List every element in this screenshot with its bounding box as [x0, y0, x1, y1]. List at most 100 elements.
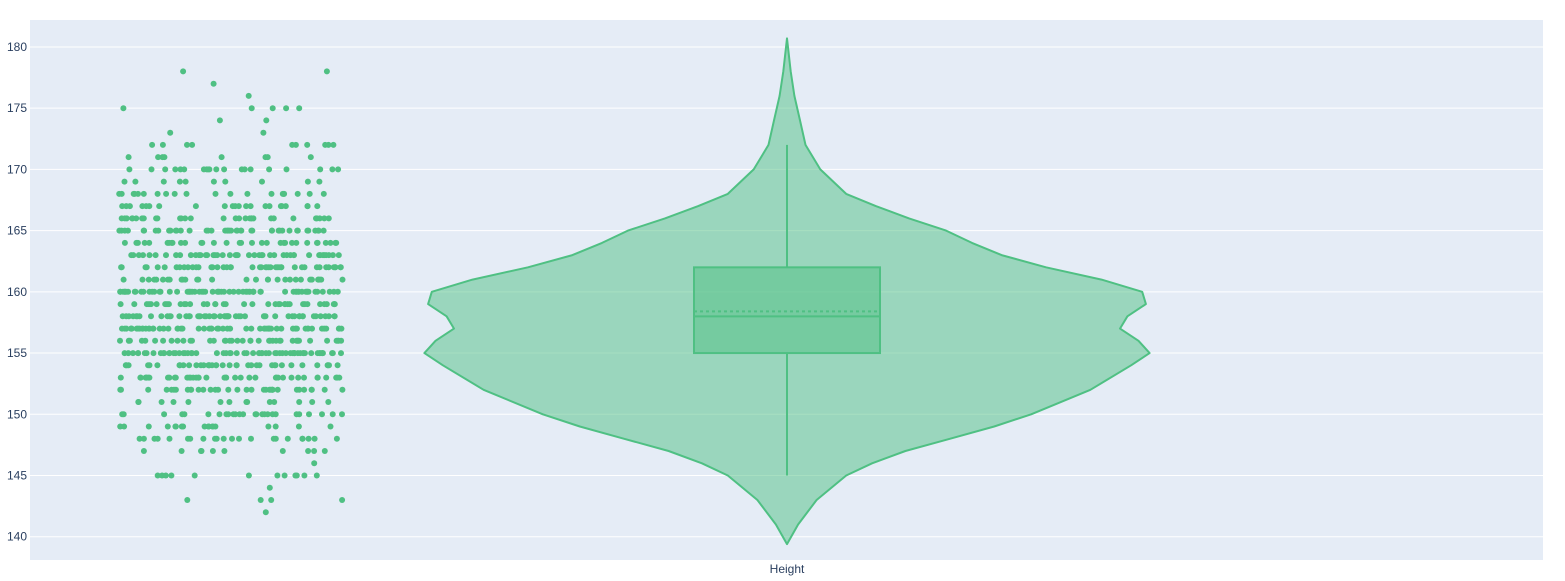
data-point[interactable] — [146, 252, 153, 259]
data-point[interactable] — [308, 350, 315, 357]
data-point[interactable] — [180, 337, 187, 344]
data-point[interactable] — [117, 374, 124, 381]
data-point[interactable] — [189, 350, 195, 357]
data-point[interactable] — [261, 411, 268, 418]
data-point[interactable] — [273, 350, 280, 357]
data-point[interactable] — [201, 423, 208, 430]
data-point[interactable] — [249, 227, 256, 234]
data-point[interactable] — [263, 117, 270, 124]
data-point[interactable] — [280, 239, 287, 246]
data-point[interactable] — [258, 264, 265, 271]
data-point[interactable] — [268, 190, 275, 197]
data-point[interactable] — [117, 301, 124, 308]
data-point[interactable] — [116, 227, 123, 234]
data-point[interactable] — [307, 276, 314, 283]
data-point[interactable] — [299, 313, 306, 320]
data-point[interactable] — [146, 325, 153, 332]
data-point[interactable] — [135, 399, 142, 405]
data-point[interactable] — [161, 154, 168, 161]
data-point[interactable] — [145, 362, 152, 369]
data-point[interactable] — [237, 374, 244, 381]
data-point[interactable] — [226, 362, 233, 369]
data-point[interactable] — [288, 362, 295, 369]
data-point[interactable] — [132, 178, 139, 185]
data-point[interactable] — [186, 362, 193, 369]
data-point[interactable] — [196, 288, 203, 295]
data-point[interactable] — [193, 264, 200, 271]
data-point[interactable] — [164, 423, 171, 430]
data-point[interactable] — [225, 313, 231, 320]
data-point[interactable] — [321, 386, 328, 393]
data-point[interactable] — [268, 497, 275, 503]
data-point[interactable] — [179, 411, 186, 418]
data-point[interactable] — [289, 239, 295, 246]
data-point[interactable] — [121, 227, 128, 234]
data-point[interactable] — [180, 350, 187, 357]
data-point[interactable] — [250, 288, 257, 295]
data-point[interactable] — [332, 264, 339, 271]
data-point[interactable] — [177, 252, 184, 259]
data-point[interactable] — [233, 227, 240, 234]
data-point[interactable] — [273, 325, 280, 332]
data-point[interactable] — [296, 399, 303, 405]
data-point[interactable] — [287, 276, 293, 283]
data-point[interactable] — [243, 276, 250, 283]
data-point[interactable] — [323, 264, 330, 271]
data-point[interactable] — [339, 276, 346, 283]
data-point[interactable] — [252, 411, 259, 418]
data-point[interactable] — [293, 411, 300, 418]
data-point[interactable] — [339, 386, 346, 393]
data-point[interactable] — [269, 411, 276, 418]
data-point[interactable] — [323, 374, 330, 381]
data-point[interactable] — [319, 411, 325, 418]
data-point[interactable] — [233, 350, 240, 357]
data-point[interactable] — [259, 252, 266, 259]
data-point[interactable] — [221, 374, 228, 381]
data-point[interactable] — [178, 276, 185, 283]
data-point[interactable] — [139, 276, 146, 283]
data-point[interactable] — [335, 166, 342, 173]
data-point[interactable] — [248, 325, 255, 332]
data-point[interactable] — [140, 215, 147, 222]
data-point[interactable] — [265, 423, 272, 430]
data-point[interactable] — [252, 374, 259, 381]
data-point[interactable] — [269, 105, 276, 112]
data-point[interactable] — [184, 141, 190, 148]
data-point[interactable] — [166, 288, 173, 295]
data-point[interactable] — [163, 190, 170, 197]
data-point[interactable] — [291, 264, 298, 271]
data-point[interactable] — [137, 374, 144, 381]
data-point[interactable] — [198, 448, 205, 454]
data-point[interactable] — [120, 276, 127, 283]
data-point[interactable] — [265, 276, 271, 283]
data-point[interactable] — [208, 264, 215, 271]
data-point[interactable] — [219, 252, 226, 259]
data-point[interactable] — [123, 313, 130, 320]
data-point[interactable] — [314, 362, 321, 369]
data-point[interactable] — [323, 301, 330, 308]
data-point[interactable] — [243, 325, 250, 332]
data-point[interactable] — [335, 325, 342, 332]
data-point[interactable] — [145, 276, 152, 283]
data-point[interactable] — [121, 239, 128, 246]
data-point[interactable] — [212, 301, 219, 308]
data-point[interactable] — [167, 129, 174, 136]
data-point[interactable] — [247, 203, 254, 210]
data-point[interactable] — [268, 325, 275, 332]
data-point[interactable] — [234, 337, 241, 344]
data-point[interactable] — [221, 166, 228, 173]
data-point[interactable] — [205, 227, 212, 234]
data-point[interactable] — [262, 264, 269, 271]
data-point[interactable] — [270, 215, 277, 222]
data-point[interactable] — [121, 178, 128, 185]
data-point[interactable] — [242, 313, 248, 320]
data-point[interactable] — [203, 374, 210, 381]
data-point[interactable] — [207, 337, 214, 344]
data-point[interactable] — [274, 386, 281, 393]
data-point[interactable] — [154, 472, 161, 479]
data-point[interactable] — [305, 448, 312, 454]
data-point[interactable] — [299, 362, 306, 369]
data-point[interactable] — [217, 399, 224, 405]
data-point[interactable] — [274, 472, 281, 479]
data-point[interactable] — [334, 362, 341, 369]
